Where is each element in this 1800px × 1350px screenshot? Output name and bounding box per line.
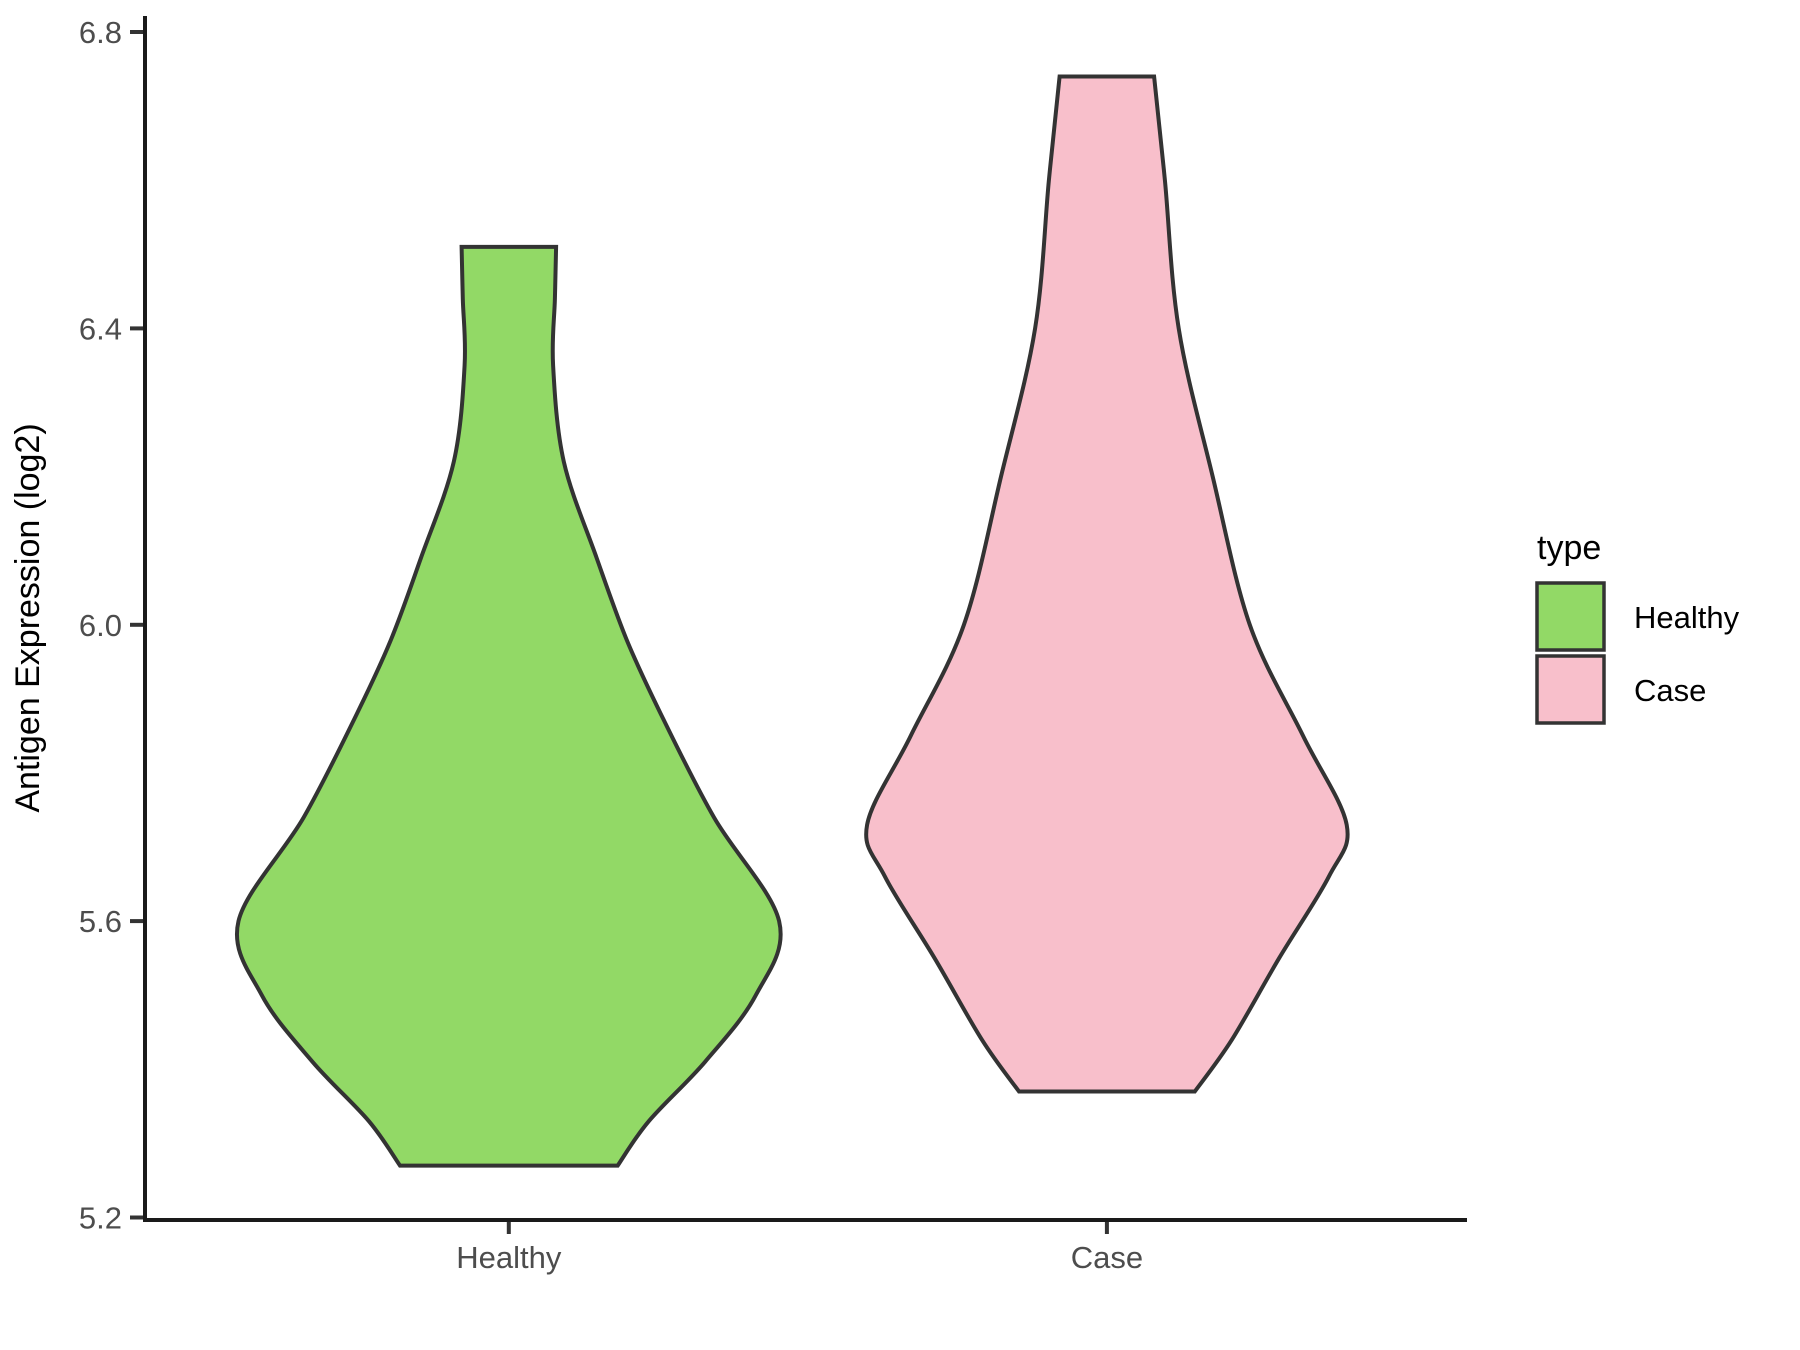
legend-key-case-swatch — [1535, 654, 1606, 725]
x-axis-ticks: Healthy Case — [456, 1222, 1143, 1275]
y-tick-label: 5.2 — [79, 1201, 122, 1236]
y-axis-ticks: 6.8 6.4 6.0 5.6 5.2 — [79, 15, 143, 1236]
y-tick-label: 6.0 — [79, 608, 122, 643]
x-tick-label: Healthy — [456, 1240, 562, 1275]
legend: type Healthy Case — [1535, 529, 1740, 725]
legend-key-healthy-swatch — [1535, 581, 1606, 652]
x-tick-label: Case — [1071, 1240, 1143, 1275]
legend-label-healthy: Healthy — [1634, 600, 1740, 635]
y-axis-title: Antigen Expression (log2) — [9, 423, 47, 812]
legend-title: type — [1537, 529, 1601, 567]
y-tick-label: 6.4 — [79, 311, 122, 346]
y-tick-label: 6.8 — [79, 15, 122, 50]
legend-label-case: Case — [1634, 673, 1706, 708]
y-tick-label: 5.6 — [79, 904, 122, 939]
violins-layer — [235, 74, 1350, 1168]
violin-case — [864, 74, 1350, 1094]
violin-healthy — [235, 244, 783, 1168]
